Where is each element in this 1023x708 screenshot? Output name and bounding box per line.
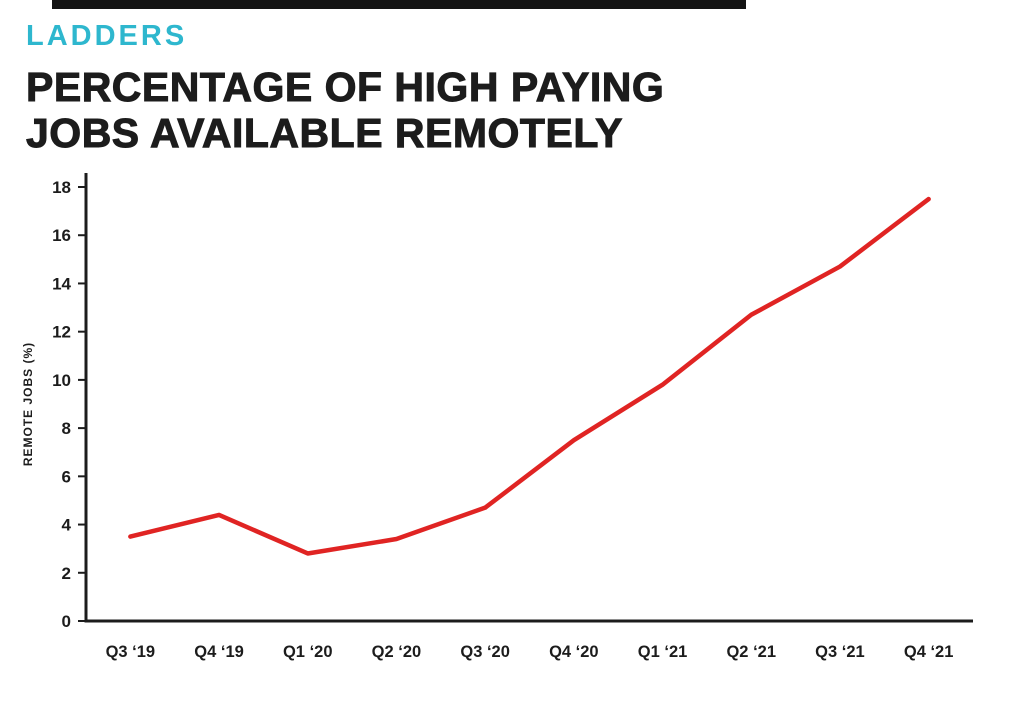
line-chart-svg: 0 2 4 6 8 10 12 14 16 18 Q3 ‘19 Q4 ‘19 Q1 ‘20 Q2 ‘20 Q…	[21, 172, 973, 661]
title-line-2: JOBS AVAILABLE REMOTELY	[26, 109, 623, 156]
svg-text:Q2 ‘20: Q2 ‘20	[372, 643, 422, 661]
svg-text:16: 16	[52, 226, 71, 245]
svg-text:Q2 ‘21: Q2 ‘21	[726, 643, 776, 661]
svg-text:6: 6	[62, 467, 71, 486]
svg-text:REMOTE JOBS (%): REMOTE JOBS (%)	[21, 342, 35, 466]
svg-text:2: 2	[62, 564, 71, 583]
title-line-1: PERCENTAGE OF HIGH PAYING	[25, 64, 665, 111]
svg-text:8: 8	[62, 419, 71, 438]
svg-text:Q1 ‘20: Q1 ‘20	[283, 643, 333, 661]
svg-text:Q3 ‘21: Q3 ‘21	[815, 643, 865, 661]
svg-text:12: 12	[52, 322, 71, 341]
svg-text:18: 18	[52, 178, 71, 197]
header: LADDERS PERCENTAGE OF HIGH PAYING JOBS A…	[0, 0, 1023, 157]
svg-text:Q4 ‘20: Q4 ‘20	[549, 643, 599, 661]
brand-logo: LADDERS	[26, 20, 188, 52]
svg-text:4: 4	[62, 515, 72, 534]
svg-text:Q3 ‘20: Q3 ‘20	[460, 643, 510, 661]
svg-text:Q3 ‘19: Q3 ‘19	[106, 643, 156, 661]
chart-area: 0 2 4 6 8 10 12 14 16 18 Q3 ‘19 Q4 ‘19 Q1 ‘20 Q2 ‘20 Q…	[18, 165, 1005, 685]
svg-text:Q1 ‘21: Q1 ‘21	[638, 643, 688, 661]
svg-text:10: 10	[52, 371, 71, 390]
svg-text:Q4 ‘21: Q4 ‘21	[904, 643, 954, 661]
svg-text:Q4 ‘19: Q4 ‘19	[194, 643, 244, 661]
chart-title: PERCENTAGE OF HIGH PAYING JOBS AVAILABLE…	[25, 64, 1023, 157]
svg-text:14: 14	[52, 274, 71, 293]
svg-text:0: 0	[62, 612, 71, 631]
top-border-artifact	[52, 0, 746, 9]
